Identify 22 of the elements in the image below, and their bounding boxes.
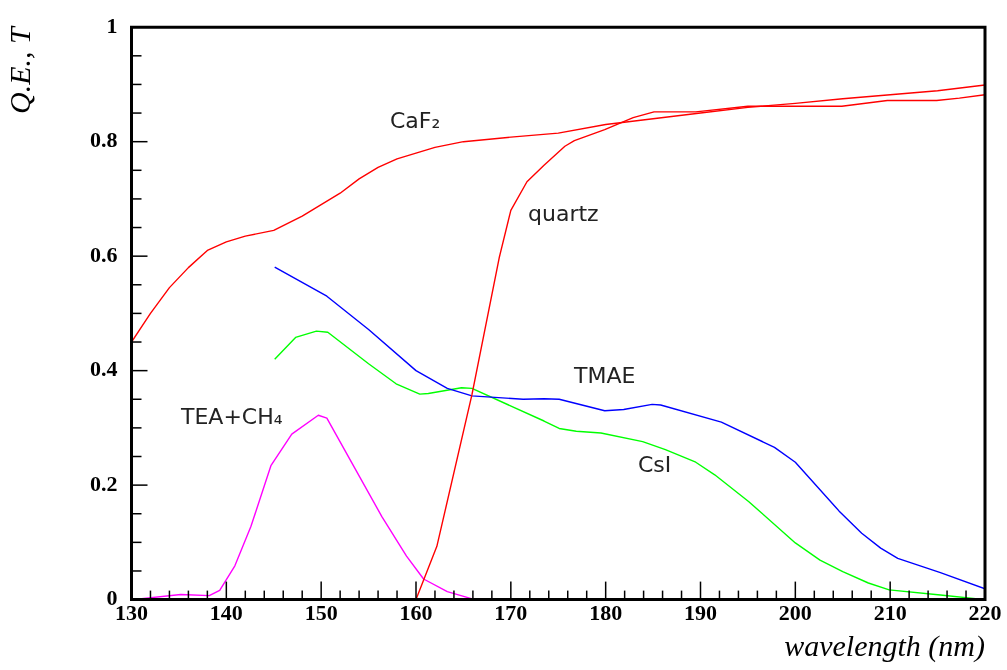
x-tick-label: 220	[968, 600, 1002, 626]
x-tick-label: 210	[873, 600, 907, 626]
x-tick-label: 170	[494, 600, 528, 626]
x-tick-label: 180	[589, 600, 623, 626]
y-axis-title: Q.E., T	[2, 24, 36, 114]
y-tick-label: 1	[106, 12, 118, 38]
series-label: quartz	[528, 200, 599, 226]
x-tick-label: 200	[778, 600, 812, 626]
y-tick-label: 0.8	[90, 127, 118, 153]
x-tick-label: 150	[304, 600, 338, 626]
y-tick-label: 0	[106, 585, 118, 611]
x-tick-label: 140	[209, 600, 243, 626]
series-label: TEA+CH₄	[180, 403, 283, 429]
y-tick-label: 0.4	[90, 356, 118, 382]
x-tick-label: 160	[399, 600, 433, 626]
series-label: CaF₂	[390, 107, 441, 133]
y-tick-label: 0.2	[90, 470, 118, 496]
series-label: CsI	[638, 451, 672, 477]
x-axis-title: wavelength (nm)	[784, 628, 985, 663]
y-tick-label: 0.6	[90, 241, 118, 267]
x-tick-label: 190	[684, 600, 717, 626]
series-label: TMAE	[573, 362, 636, 388]
